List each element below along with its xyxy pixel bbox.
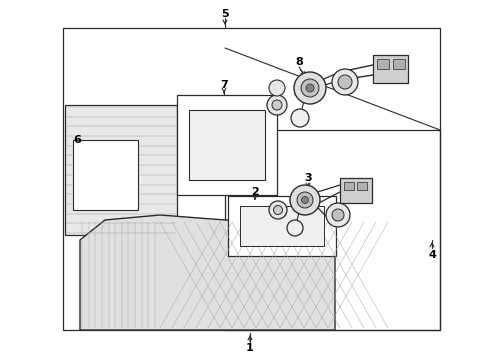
Circle shape [269,80,285,96]
Bar [344,182,354,190]
Circle shape [291,109,309,127]
Bar [340,178,372,203]
Text: 5: 5 [221,9,229,19]
Circle shape [272,100,282,110]
Bar [377,59,389,69]
Bar [373,55,408,83]
Circle shape [290,185,320,215]
Circle shape [269,201,287,219]
Bar [225,130,440,330]
Circle shape [297,192,313,208]
Circle shape [301,197,309,203]
Circle shape [273,206,283,215]
Text: 4: 4 [428,250,436,260]
Bar [73,140,138,210]
Circle shape [294,72,326,104]
Bar [189,110,265,180]
Text: 2: 2 [251,187,259,197]
Bar [63,28,440,330]
Text: 8: 8 [295,57,303,67]
Circle shape [326,203,350,227]
Circle shape [287,220,303,236]
Polygon shape [80,215,335,330]
Bar [177,95,277,195]
Text: 3: 3 [304,173,312,183]
Text: 7: 7 [220,80,228,90]
Circle shape [301,79,319,97]
Bar [228,196,336,256]
Circle shape [332,209,344,221]
Circle shape [338,75,352,89]
Text: 1: 1 [246,343,254,353]
Bar [393,59,405,69]
Circle shape [267,95,287,115]
Bar [65,105,177,235]
Circle shape [332,69,358,95]
Text: 6: 6 [73,135,81,145]
Bar [357,182,367,190]
Circle shape [306,84,314,92]
Bar [240,206,324,246]
